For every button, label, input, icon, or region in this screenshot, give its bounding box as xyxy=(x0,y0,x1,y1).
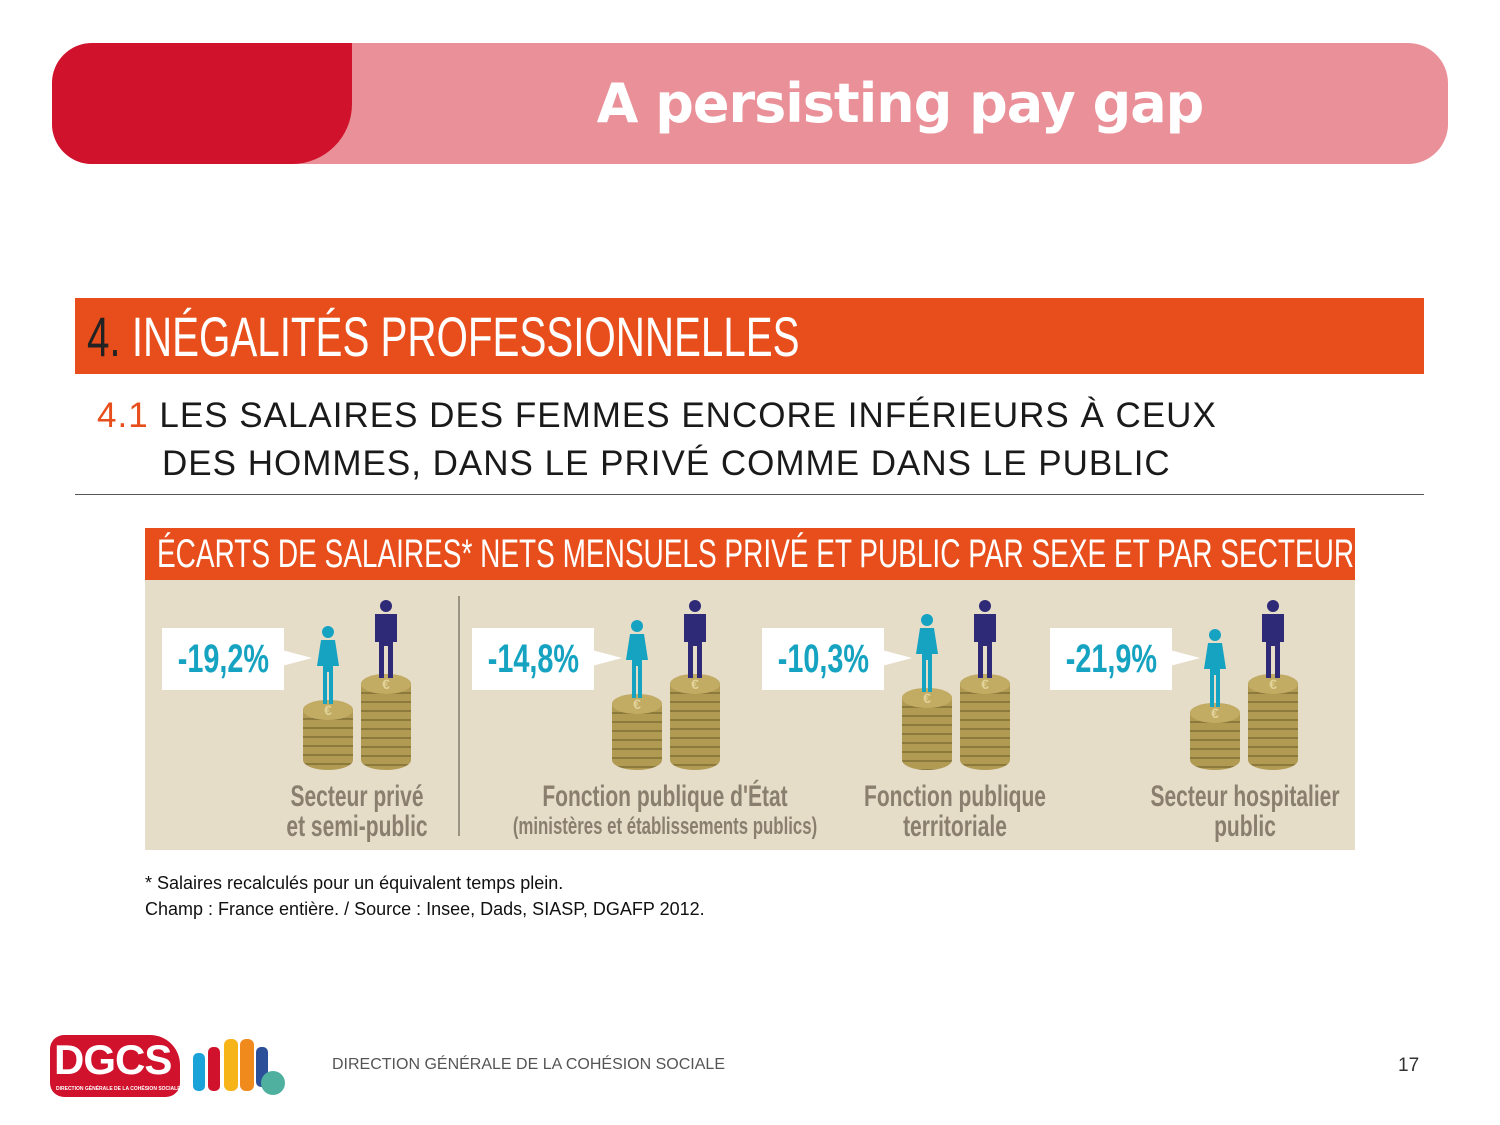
gap-badge: -19,2% xyxy=(162,628,312,690)
gap-value: -19,2% xyxy=(177,636,269,681)
sector-label-line1: Secteur hospitalier xyxy=(1150,780,1340,813)
sector-label-line2: et semi-public xyxy=(286,810,428,843)
chart-title: ÉCARTS DE SALAIRES* NETS MENSUELS PRIVÉ … xyxy=(157,531,1471,576)
man-icon xyxy=(974,600,996,678)
women-coin-stack xyxy=(612,694,662,770)
note-line1: * Salaires recalculés pour un équivalent… xyxy=(145,873,564,893)
man-icon xyxy=(375,600,397,678)
gap-badge: -14,8% xyxy=(472,628,622,690)
women-coin-stack xyxy=(303,700,353,770)
gap-badge: -21,9% xyxy=(1050,628,1200,690)
section-title: INÉGALITÉS PROFESSIONNELLES xyxy=(131,304,800,368)
sector-label-line1: Fonction publique xyxy=(864,780,1046,813)
women-coin-stack xyxy=(902,688,952,770)
slide-title: A persisting pay gap xyxy=(596,72,1205,135)
chart-notes: * Salaires recalculés pour un équivalent… xyxy=(145,870,705,922)
subsection-line1: LES SALAIRES DES FEMMES ENCORE INFÉRIEUR… xyxy=(159,396,1217,435)
page-number: 17 xyxy=(1398,1055,1420,1076)
chart-divider xyxy=(458,596,460,836)
sector-label-line1: Fonction publique d'État xyxy=(542,780,788,813)
divider-rule xyxy=(75,494,1424,495)
section-number: 4. xyxy=(87,304,121,368)
sector-label-line2: (ministères et établissements publics) xyxy=(512,813,818,840)
footer-org: DIRECTION GÉNÉRALE DE LA COHÉSION SOCIAL… xyxy=(332,1056,725,1073)
gap-value: -14,8% xyxy=(487,636,579,681)
section-band: 4. INÉGALITÉS PROFESSIONNELLES xyxy=(75,298,1424,374)
sector-label-line2: public xyxy=(1214,810,1276,843)
sector-label-line1: Secteur privé xyxy=(290,780,424,813)
gap-badge: -10,3% xyxy=(762,628,912,690)
logo-subtext: DIRECTION GÉNÉRALE DE LA COHÉSION SOCIAL… xyxy=(56,1086,180,1092)
men-coin-stack xyxy=(1248,674,1298,770)
men-coin-stack xyxy=(960,674,1010,770)
woman-icon xyxy=(626,620,648,698)
chart-title-band: ÉCARTS DE SALAIRES* NETS MENSUELS PRIVÉ … xyxy=(145,528,1471,580)
man-icon xyxy=(684,600,706,678)
man-icon xyxy=(1262,600,1284,678)
women-coin-stack xyxy=(1190,703,1240,770)
sector-label-line2: territoriale xyxy=(903,810,1007,843)
note-source: Champ : France entière. / Source : Insee… xyxy=(145,899,705,919)
woman-icon xyxy=(1204,629,1226,707)
subsection-line2: DES HOMMES, DANS LE PRIVÉ COMME DANS LE … xyxy=(162,444,1171,483)
subsection-number: 4.1 xyxy=(97,396,149,435)
men-coin-stack xyxy=(361,674,411,770)
header-accent xyxy=(52,43,352,164)
logo-text: DGCS xyxy=(54,1036,172,1083)
men-coin-stack xyxy=(670,674,720,770)
gap-value: -10,3% xyxy=(777,636,869,681)
dgcs-logo: DGCS DIRECTION GÉNÉRALE DE LA COHÉSION SO… xyxy=(50,1035,180,1097)
gap-value: -21,9% xyxy=(1065,636,1157,681)
woman-icon xyxy=(317,626,339,704)
subsection-heading: 4.1 LES SALAIRES DES FEMMES ENCORE INFÉR… xyxy=(97,392,1217,488)
woman-icon xyxy=(916,614,938,692)
family-logo-icon xyxy=(193,1039,285,1095)
